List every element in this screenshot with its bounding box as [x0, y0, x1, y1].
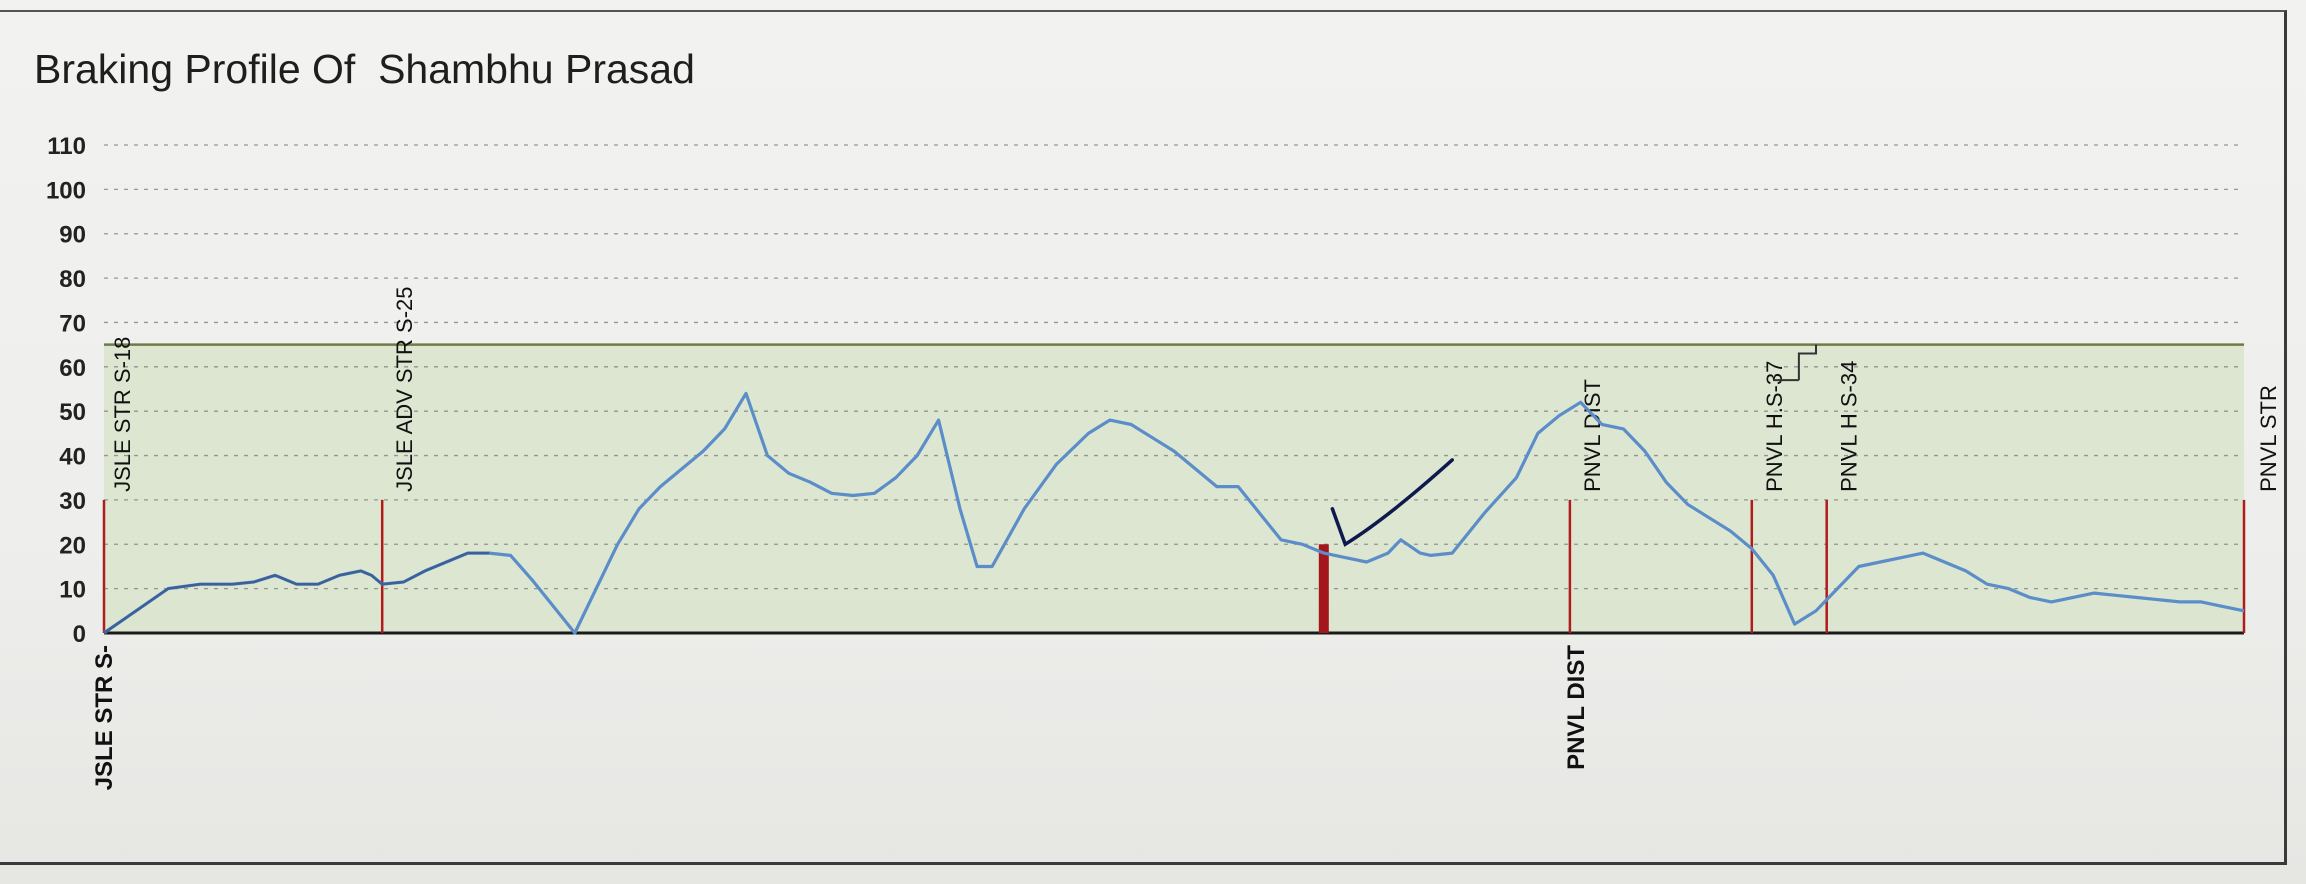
marker-label-4: PNVL H.S-37 [1762, 361, 1787, 492]
limit-step-mark [1773, 344, 1817, 382]
y-tick-label-70: 70 [59, 310, 86, 337]
chart-frame [0, 10, 2287, 865]
marker-label-below-3: PNVL DIST [1563, 645, 1590, 770]
y-tick-label-30: 30 [59, 488, 86, 515]
y-tick-label-40: 40 [59, 444, 86, 471]
marker-label-below-0: JSLE STR S- [91, 645, 118, 790]
y-tick-label-10: 10 [59, 577, 86, 604]
marker-label-3: PNVL DIST [1580, 379, 1605, 492]
y-tick-label-60: 60 [59, 355, 86, 382]
y-tick-label-80: 80 [59, 266, 86, 293]
y-tick-label-100: 100 [46, 177, 86, 204]
y-tick-label-110: 110 [47, 133, 86, 160]
pen-annotation [1330, 458, 1454, 547]
marker-label-6: PNVL STR [2256, 385, 2281, 492]
marker-bar-2 [1318, 544, 1329, 633]
marker-label-5: PNVL H S-34 [1837, 361, 1862, 492]
marker-label-1: JSLE ADV STR S-25 [392, 286, 417, 491]
speed-limit-band [104, 344, 2244, 633]
y-tick-label-0: 0 [73, 621, 86, 648]
y-tick-label-20: 20 [59, 532, 86, 559]
speed-series-line-early [103, 551, 490, 635]
marker-label-0: JSLE STR S-18 [110, 337, 135, 492]
y-tick-label-90: 90 [59, 222, 86, 249]
y-tick-label-50: 50 [59, 399, 86, 426]
chart-title: Braking Profile Of Shambhu Prasad [34, 46, 695, 92]
